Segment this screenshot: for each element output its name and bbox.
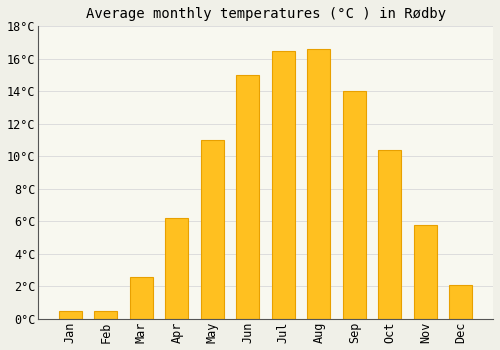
Bar — [450, 285, 472, 319]
Bar — [94, 311, 118, 319]
Bar — [343, 91, 366, 319]
Bar — [414, 225, 437, 319]
Bar — [236, 75, 260, 319]
Bar — [308, 49, 330, 319]
Bar — [59, 311, 82, 319]
Bar — [201, 140, 224, 319]
Title: Average monthly temperatures (°C ) in Rødby: Average monthly temperatures (°C ) in Rø… — [86, 7, 446, 21]
Bar — [378, 150, 402, 319]
Bar — [166, 218, 188, 319]
Bar — [130, 276, 153, 319]
Bar — [272, 51, 295, 319]
